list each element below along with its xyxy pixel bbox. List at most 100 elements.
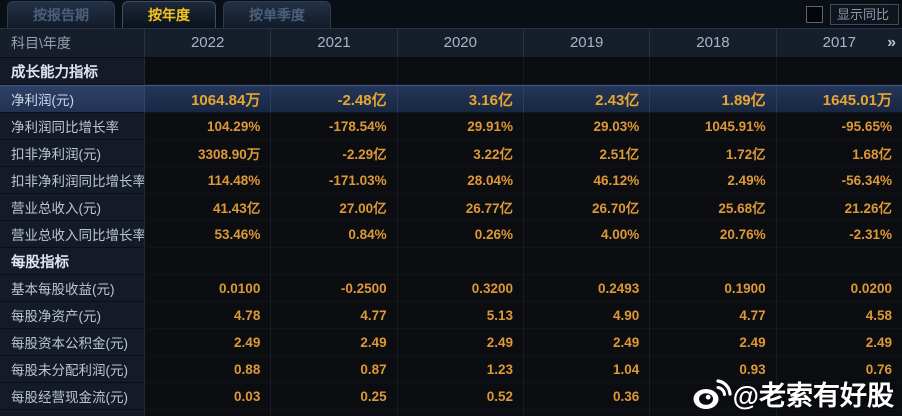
tab-按报告期[interactable]: 按报告期: [7, 1, 115, 28]
tab-按单季度[interactable]: 按单季度: [223, 1, 331, 28]
value-cell: 0.0100: [145, 275, 272, 302]
value-cell: [397, 58, 524, 85]
value-cell: 4.58: [776, 302, 902, 329]
value-cell: 114.48%: [145, 167, 272, 194]
value-cell: 0.76: [776, 356, 902, 383]
value-cell: 0.84%: [271, 221, 398, 248]
table-row: 基本每股收益(元) 0.0100 -0.2500 0.3200 0.2493 0.1900…: [0, 275, 902, 302]
value-cell: [145, 248, 272, 275]
value-cell: 3.22亿: [397, 140, 524, 167]
row-label: 每股指标: [0, 248, 145, 275]
table-row: 扣非净利润(元) 3308.90万 -2.29亿 3.22亿 2.51亿 1.72亿 1.6…: [0, 140, 902, 167]
value-cell: 41.43亿: [145, 194, 272, 221]
value-cell: 21.26亿: [776, 194, 902, 221]
value-cell: -2.29亿: [271, 140, 398, 167]
value-cell: 2.43亿: [523, 86, 651, 113]
value-cell: -171.03%: [271, 167, 398, 194]
value-cell: -2.48亿: [271, 86, 398, 113]
value-cell: 1045.91%: [650, 113, 777, 140]
value-cell: 4.00%: [523, 221, 651, 248]
row-label: 营业总收入同比增长率: [0, 221, 145, 248]
value-cell: 1.23: [397, 356, 524, 383]
year-header-2017: 2017»: [777, 29, 902, 57]
row-label: 每股经营现金流(元): [0, 383, 145, 410]
year-header-2022: 2022: [145, 29, 272, 57]
value-cell: -56.34%: [776, 167, 902, 194]
row-label: 扣非净利润同比增长率: [0, 167, 145, 194]
value-cell: 104.29%: [145, 113, 272, 140]
value-cell: [523, 410, 651, 416]
row-label: 扣非净利润(元): [0, 140, 145, 167]
value-cell: 1.72亿: [650, 140, 777, 167]
value-cell: [650, 383, 777, 410]
year-header-2018: 2018: [650, 29, 777, 57]
row-label: 净利润同比增长率: [0, 113, 145, 140]
tab-group: 按报告期 按年度 按单季度: [7, 1, 338, 28]
value-cell: 0.03: [145, 383, 272, 410]
value-cell: 0.0200: [776, 275, 902, 302]
value-cell: 29.91%: [397, 113, 524, 140]
value-cell: [145, 58, 272, 85]
value-cell: 2.51亿: [523, 140, 651, 167]
row-label: 营业总收入(元): [0, 194, 145, 221]
table-row: 每股未分配利润(元) 0.88 0.87 1.23 1.04 0.93 0.76: [0, 356, 902, 383]
value-cell: 2.49: [271, 329, 398, 356]
value-cell: 4.78: [145, 302, 272, 329]
table-row: 营业总收入同比增长率 53.46% 0.84% 0.26% 4.00% 20.76% -2.…: [0, 221, 902, 248]
table-row: 成长能力指标: [0, 58, 902, 85]
table-row: 扣非净利润同比增长率 114.48% -171.03% 28.04% 46.12% 2.4…: [0, 167, 902, 194]
value-cell: 0.2493: [523, 275, 651, 302]
value-cell: 0.88: [145, 356, 272, 383]
value-cell: 2.49%: [650, 167, 777, 194]
show-yoy-button[interactable]: 显示同比: [829, 4, 899, 25]
value-cell: 2.49: [523, 329, 651, 356]
row-label: 每股净资产(元): [0, 302, 145, 329]
value-cell: [397, 410, 524, 416]
value-cell: [650, 248, 777, 275]
value-cell: 0.93: [650, 356, 777, 383]
value-cell: -178.54%: [271, 113, 398, 140]
value-cell: 0.1900: [650, 275, 777, 302]
table-row: 每股指标: [0, 248, 902, 275]
table-row: 每股净资产(元) 4.78 4.77 5.13 4.90 4.77 4.58: [0, 302, 902, 329]
table-row: 营业总收入(元) 41.43亿 27.00亿 26.77亿 26.70亿 25.68亿 21…: [0, 194, 902, 221]
more-years-icon[interactable]: »: [887, 34, 896, 51]
value-cell: 53.46%: [145, 221, 272, 248]
value-cell: 2.49: [776, 329, 902, 356]
value-cell: [145, 410, 272, 416]
value-cell: [776, 58, 902, 85]
value-cell: [776, 248, 902, 275]
value-cell: 3308.90万: [145, 140, 272, 167]
value-cell: 2.49: [145, 329, 272, 356]
value-cell: 1.89亿: [650, 86, 777, 113]
value-cell: 4.77: [271, 302, 398, 329]
value-cell: -0.2500: [271, 275, 398, 302]
value-cell: [650, 58, 777, 85]
value-cell: 20.76%: [650, 221, 777, 248]
value-cell: 29.03%: [523, 113, 651, 140]
value-cell: [776, 383, 902, 410]
value-cell: 25.68亿: [650, 194, 777, 221]
value-cell: [523, 58, 651, 85]
value-cell: 0.26%: [397, 221, 524, 248]
table-body: 成长能力指标 净利润(元) 1064.84万 -2.48亿 3.16亿 2.43亿 1.89…: [0, 58, 902, 416]
value-cell: [271, 248, 398, 275]
value-cell: [271, 58, 398, 85]
year-header-2021: 2021: [271, 29, 398, 57]
value-cell: -2.31%: [776, 221, 902, 248]
row-label: 成长能力指标: [0, 58, 145, 85]
show-yoy-checkbox[interactable]: [805, 6, 823, 23]
value-cell: 0.25: [271, 383, 398, 410]
tab-bar: 按报告期 按年度 按单季度 显示同比: [0, 0, 902, 29]
row-label: 基本每股收益(元): [0, 275, 145, 302]
value-cell: 26.77亿: [397, 194, 524, 221]
value-cell: [397, 248, 524, 275]
value-cell: -95.65%: [776, 113, 902, 140]
year-header-2019: 2019: [524, 29, 651, 57]
value-cell: 28.04%: [397, 167, 524, 194]
tab-按年度[interactable]: 按年度: [122, 1, 216, 28]
show-yoy-control: 显示同比: [805, 4, 899, 25]
table-row-partial: [0, 410, 902, 416]
value-cell: 46.12%: [523, 167, 651, 194]
corner-header: 科目\年度: [0, 29, 145, 57]
